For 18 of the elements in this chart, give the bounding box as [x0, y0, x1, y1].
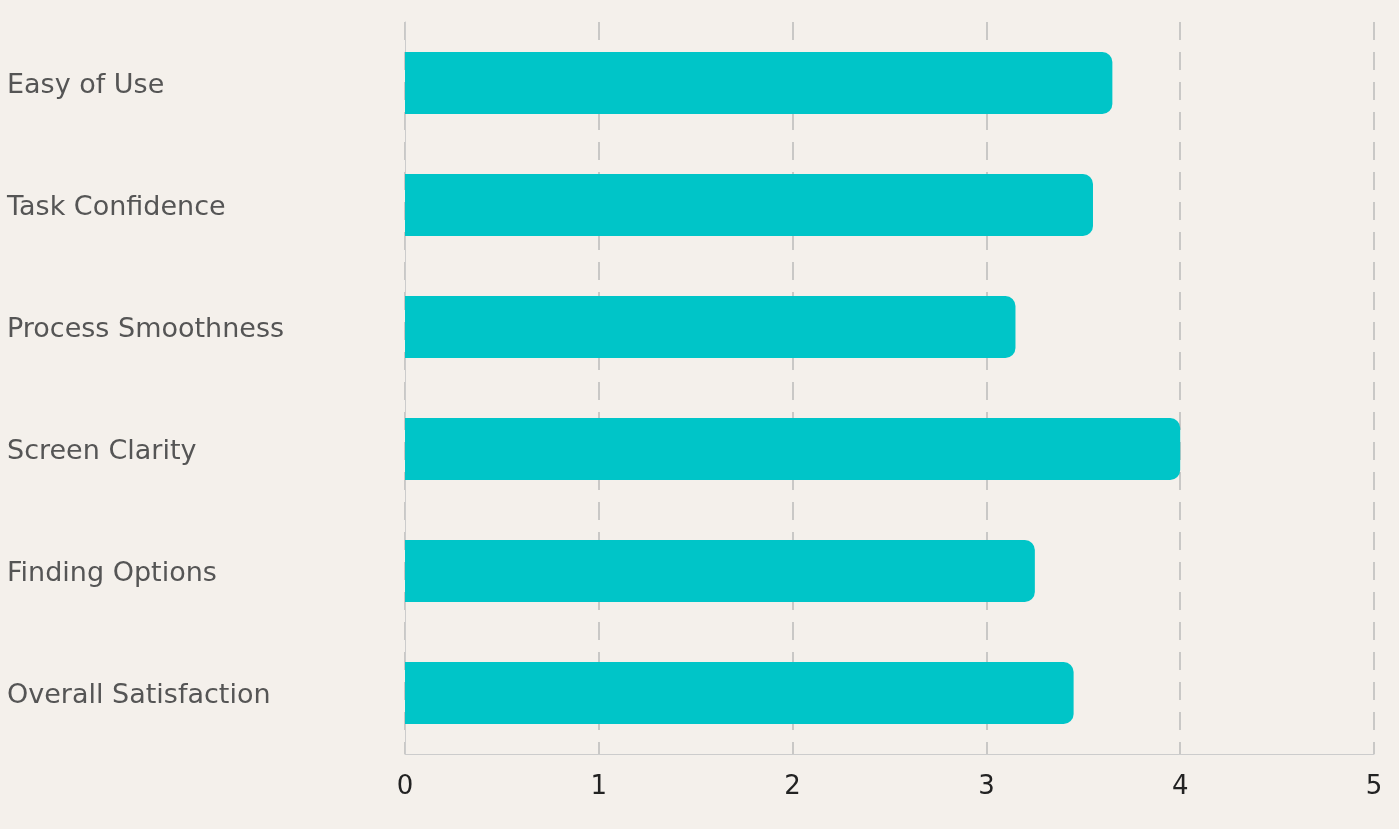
- x-tick-label: 0: [396, 770, 414, 800]
- bar: [405, 662, 1074, 724]
- x-tick-label: 3: [978, 770, 995, 800]
- x-tick-label: 5: [1365, 770, 1383, 800]
- bar: [405, 540, 1035, 602]
- bar: [405, 52, 1113, 114]
- y-tick-label: Easy of Use: [7, 67, 165, 99]
- bar: [405, 418, 1181, 480]
- bar: [405, 296, 1016, 358]
- x-tick-label: 2: [784, 770, 801, 800]
- x-tick-label: 4: [1171, 770, 1189, 800]
- y-tick-label: Task Confidence: [6, 189, 226, 221]
- y-tick-label: Process Smoothness: [7, 311, 285, 343]
- bar: [405, 174, 1093, 236]
- x-tick-label: 1: [590, 770, 608, 800]
- y-tick-label: Screen Clarity: [7, 433, 197, 465]
- y-tick-label: Overall Satisfaction: [7, 677, 271, 709]
- y-tick-label: Finding Options: [7, 555, 217, 587]
